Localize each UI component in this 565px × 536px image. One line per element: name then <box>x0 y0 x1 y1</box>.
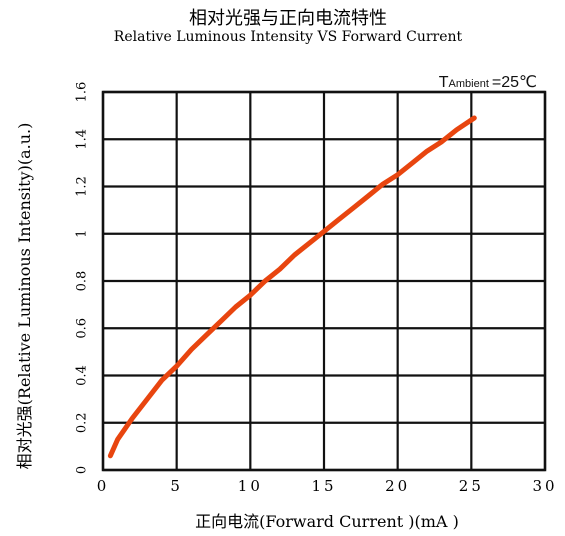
x-tick-label: 30 <box>532 477 557 495</box>
ambient-value: =25℃ <box>492 74 537 91</box>
y-tick-label: 0.4 <box>75 365 90 386</box>
x-tick-label: 10 <box>238 477 263 495</box>
y-tick-label: 0.2 <box>75 412 90 433</box>
y-axis-label: 相对光强(Relative Luminous Intensity)(a.u.) <box>15 123 34 470</box>
data-series <box>107 115 477 459</box>
y-tick-label: 0 <box>75 466 90 474</box>
y-tick-label: 1.6 <box>75 82 90 103</box>
x-tick-label: 20 <box>385 477 410 495</box>
x-tick-label: 5 <box>170 477 183 495</box>
plot-frame <box>101 90 547 472</box>
ambient-annotation: TAmbient =25℃ <box>439 74 537 91</box>
x-axis-label: 正向电流(Forward Current )(mA ) <box>195 512 459 531</box>
chart-subtitle: Relative Luminous Intensity VS Forward C… <box>114 29 463 45</box>
y-tick-label: 1.4 <box>75 129 90 150</box>
chart-title: 相对光强与正向电流特性 <box>189 8 387 29</box>
y-tick-label: 0.8 <box>75 271 90 292</box>
y-tick-label: 1.2 <box>75 176 90 197</box>
series-line <box>107 115 477 459</box>
ambient-subscript: Ambient <box>449 78 489 90</box>
y-tick-labels: 0 0.2 0.4 0.6 0.8 1 1.2 1.4 1.6 <box>75 82 90 474</box>
x-tick-label: 25 <box>459 477 484 495</box>
x-tick-label: 15 <box>311 477 336 495</box>
x-tick-labels: 0 5 10 15 20 25 30 <box>97 477 557 495</box>
x-tick-label: 0 <box>97 477 110 495</box>
y-tick-label: 0.6 <box>75 318 90 339</box>
y-tick-label: 1 <box>75 230 90 238</box>
grid-lines <box>101 90 547 472</box>
ambient-prefix: T <box>439 74 449 91</box>
